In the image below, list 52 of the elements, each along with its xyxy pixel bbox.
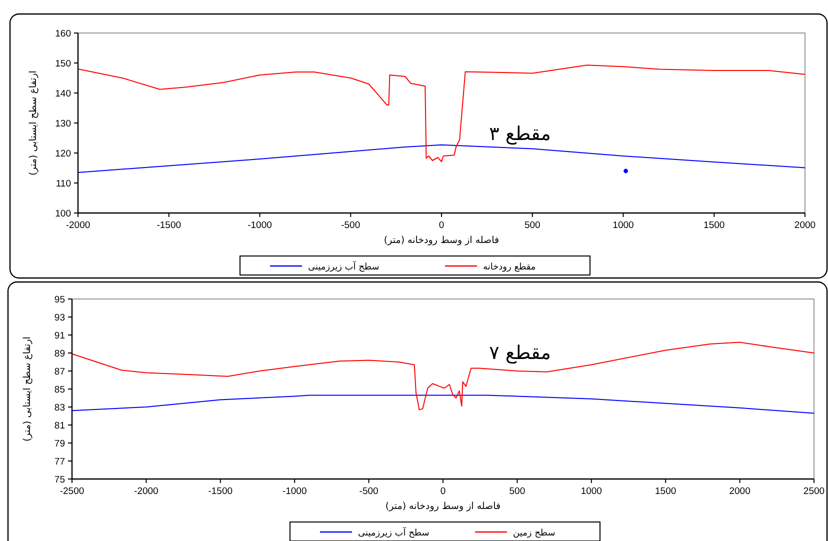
x-tick-label: -1000 [248,220,272,231]
x-tick-label: -2000 [66,220,90,231]
x-axis-title: فاصله از وسط رودخانه (متر) [384,235,500,246]
legend-label: سطح آب زیرزمینی [308,260,380,272]
x-tick-label: 1000 [612,220,634,231]
y-tick-label: 89 [54,348,65,360]
y-tick-label: 81 [54,420,65,432]
x-tick-label: 1500 [704,220,725,231]
x-tick-label: -1500 [156,220,182,231]
x-tick-label: -1000 [282,486,307,497]
y-tick-label: 91 [54,330,65,342]
legend-label: مقطع رودخانه [483,262,536,272]
x-tick-label: 2000 [729,486,750,497]
line-series [72,342,814,410]
y-tick-label: 85 [54,384,65,396]
y-axis-title: ارتفاع سطح ایستابی (متر) [28,70,39,176]
y-tick-label: 79 [54,438,65,450]
line-series [78,64,806,162]
x-tick-label: 0 [440,486,446,497]
x-tick-label: -500 [341,220,360,231]
x-tick-label: 2500 [803,486,825,497]
x-tick-label: 2000 [794,220,816,231]
y-tick-label: 140 [55,88,71,100]
y-tick-label: 77 [54,456,65,468]
y-tick-label: 110 [56,178,71,190]
x-tick-label: -1500 [208,486,233,497]
y-tick-label: 150 [55,58,71,70]
y-tick-label: 83 [54,402,65,414]
x-tick-label: 1500 [655,486,676,497]
x-tick-label: -2000 [134,486,158,497]
y-tick-label: 75 [54,474,65,486]
x-tick-label: -500 [359,486,378,497]
x-tick-label: 0 [438,220,444,231]
annotation: مقطع ۷ [489,342,551,364]
y-tick-label: 130 [55,118,71,130]
line-series [72,394,814,414]
x-tick-label: 500 [509,486,526,497]
legend-label: سطح آب زیرزمینی [358,526,430,538]
line-series [78,144,806,173]
y-tick-label: 93 [54,312,65,324]
x-tick-label: -2500 [60,486,84,497]
legend-label: سطح زمین [513,528,556,538]
y-tick-label: 100 [55,208,71,220]
x-tick-label: 1000 [580,486,602,497]
x-axis-title: فاصله از وسط رودخانه (متر) [385,501,501,512]
x-tick-label: 500 [524,220,540,231]
y-tick-label: 160 [55,28,71,40]
y-tick-label: 95 [54,294,65,306]
y-axis-title: ارتفاع سطح ایستابی (متر) [22,336,33,442]
annotation: مقطع ۳ [489,123,551,145]
y-tick-label: 120 [55,148,71,160]
y-tick-label: 87 [54,366,65,378]
